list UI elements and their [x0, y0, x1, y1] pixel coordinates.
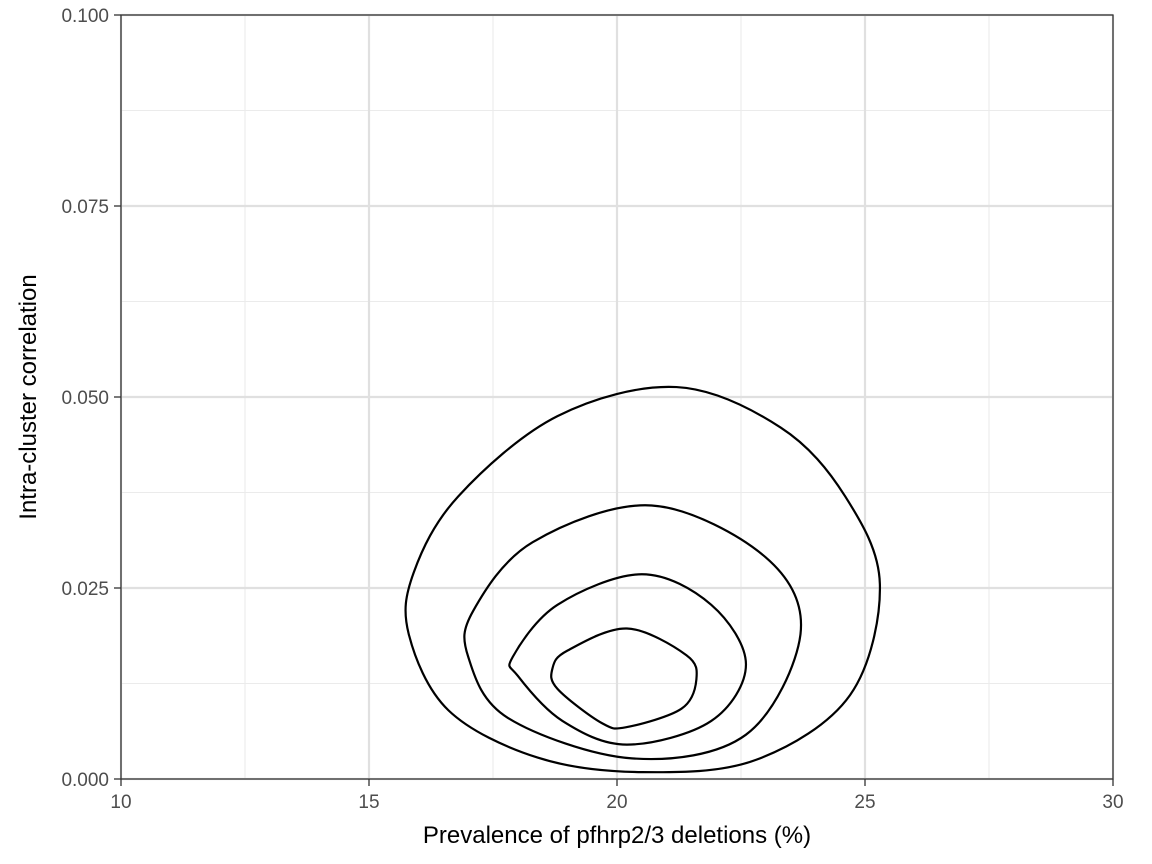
x-axis: 10 15 20 25 30 [110, 779, 1124, 813]
y-tick-label: 0.075 [61, 197, 109, 218]
x-axis-title: Prevalence of pfhrp2/3 deletions (%) [423, 822, 811, 849]
y-tick-label: 0.025 [61, 579, 109, 600]
y-tick-label: 0.050 [61, 388, 109, 409]
x-tick-label: 10 [110, 792, 131, 813]
contour-line-2 [463, 504, 803, 761]
contour-line-1 [404, 385, 881, 774]
x-tick-label: 15 [358, 792, 379, 813]
y-axis: 0.000 0.025 0.050 0.075 0.100 [61, 6, 121, 791]
y-tick-label: 0.100 [61, 6, 109, 27]
y-tick-label: 0.000 [61, 770, 109, 791]
x-tick-label: 25 [854, 792, 875, 813]
x-tick-label: 30 [1102, 792, 1123, 813]
contour-line-3 [508, 573, 748, 746]
x-tick-label: 20 [606, 792, 627, 813]
y-axis-title: Intra-cluster correlation [15, 274, 42, 519]
contour-lines [404, 385, 881, 774]
contour-line-4 [550, 627, 698, 730]
major-grid [119, 13, 1115, 781]
